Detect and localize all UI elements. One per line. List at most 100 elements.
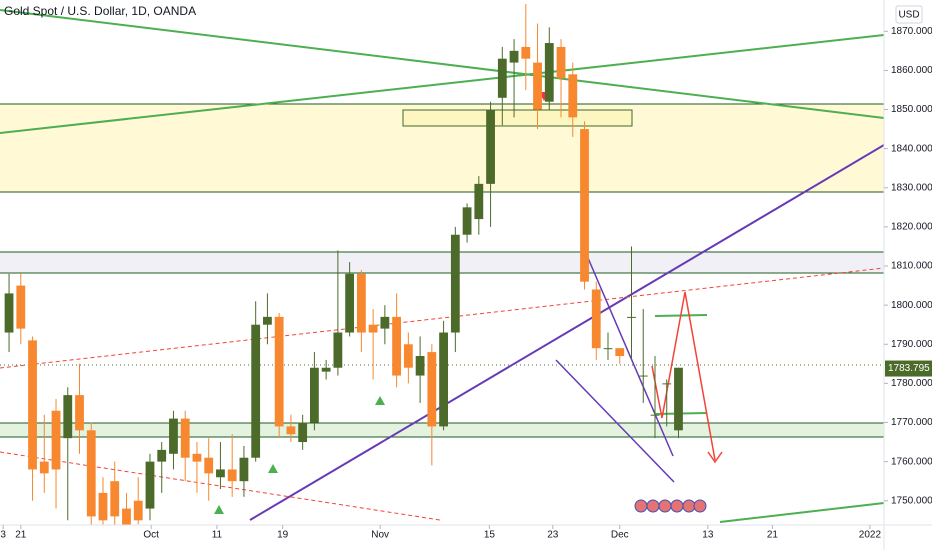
candle-body [415, 355, 425, 376]
candle-body [274, 316, 284, 427]
candle-body [380, 316, 390, 329]
y-tick-label: 1750.000 [891, 495, 932, 506]
candle-body [368, 324, 378, 333]
candle-body [51, 410, 61, 470]
y-tick-label: 1850.000 [891, 104, 932, 115]
candle-body [180, 418, 190, 458]
dashed-line [0, 451, 441, 521]
candle-body [321, 367, 331, 372]
event-icons [634, 499, 707, 513]
candle-body [356, 273, 366, 333]
candle-body [98, 492, 108, 521]
candle-body [662, 383, 672, 385]
x-tick-label: 21 [767, 530, 779, 541]
y-tick-label: 1780.000 [891, 378, 932, 389]
signal-up [375, 396, 385, 405]
candle-body [474, 183, 484, 220]
chart-title: Gold Spot / U.S. Dollar, 1D, OANDA [4, 4, 196, 18]
candle-body [204, 457, 214, 474]
x-tick-label: 21 [15, 530, 27, 541]
axes: 1750.000 1760.000 1770.000 1780.000 1790.000… [0, 26, 932, 541]
candle-body [309, 367, 319, 423]
candle-body [521, 46, 531, 59]
candle-body [450, 234, 460, 333]
candle-body [75, 395, 84, 431]
candle-body [403, 344, 413, 368]
candle-body [533, 62, 542, 110]
trend-line [719, 502, 884, 523]
candle-body [4, 293, 14, 333]
candle-body [298, 422, 308, 443]
y-tick-label: 1790.000 [891, 339, 932, 350]
y-tick-label: 1760.000 [891, 456, 932, 467]
candle-body [509, 50, 519, 63]
zone [0, 252, 884, 273]
signal-up [268, 464, 278, 473]
x-tick-label: 15 [484, 530, 496, 541]
candle-body [392, 316, 402, 376]
candle-body [145, 461, 155, 509]
projection [651, 291, 716, 461]
y-tick-label: 1870.000 [891, 26, 932, 37]
candle-body [39, 461, 49, 474]
candle-body [251, 324, 261, 458]
x-tick-label: 2022 [859, 530, 882, 541]
candle-body [497, 58, 507, 98]
x-tick-label: Nov [371, 530, 389, 541]
candle-body [556, 46, 566, 79]
candle-body [615, 348, 625, 356]
candle-body [591, 289, 601, 349]
candle-body [568, 74, 578, 118]
x-tick-label: 23 [547, 530, 559, 541]
trend-line [249, 144, 884, 521]
candle-body [86, 430, 96, 517]
candle-body [216, 469, 225, 478]
x-tick-label: 13 [702, 530, 714, 541]
currency: USD [898, 10, 919, 21]
last-price-label: 1783.795 [888, 363, 930, 374]
x-tick-label: Oct [143, 530, 159, 541]
candle-body [345, 273, 355, 333]
candle-body [110, 481, 120, 517]
box [402, 109, 633, 127]
currency-box [895, 5, 923, 24]
signal-up [214, 505, 224, 514]
y-tick-label: 1770.000 [891, 417, 932, 428]
x-tick-label: Dec [611, 530, 629, 541]
candle-body [638, 375, 648, 377]
candle-body [650, 414, 660, 416]
x-tick-label: 11 [212, 530, 223, 541]
candle-body [627, 316, 636, 318]
y-tick-label: 1800.000 [891, 300, 932, 311]
candle-body [157, 449, 167, 462]
channel [587, 257, 674, 457]
candle-body [192, 453, 202, 462]
candle-body [122, 508, 131, 525]
candle-body [486, 109, 495, 184]
candle-body [674, 367, 683, 431]
candle-body [16, 285, 26, 329]
candle-body [333, 332, 343, 368]
y-tick-label: 1830.000 [891, 182, 932, 193]
x-tick-label: 19 [277, 530, 289, 541]
candle-body [580, 129, 589, 282]
y-tick-label: 1820.000 [891, 222, 932, 233]
candle-body [462, 207, 472, 235]
candle-body [227, 469, 237, 482]
channel [555, 359, 675, 483]
last-price-box [885, 360, 932, 377]
trend-line [0, 34, 884, 134]
arrow-head [707, 451, 723, 464]
candle-body [544, 43, 554, 102]
candle-body [133, 500, 143, 521]
candle-body [239, 457, 249, 482]
candle-body [603, 348, 613, 350]
trend-line [0, 9, 884, 119]
candle-body [286, 426, 296, 435]
candle-body [439, 332, 448, 427]
candle-body [263, 316, 272, 325]
dashed-line [0, 267, 884, 369]
y-tick-label: 1810.000 [891, 261, 932, 272]
y-tick-label: 1860.000 [891, 65, 932, 76]
